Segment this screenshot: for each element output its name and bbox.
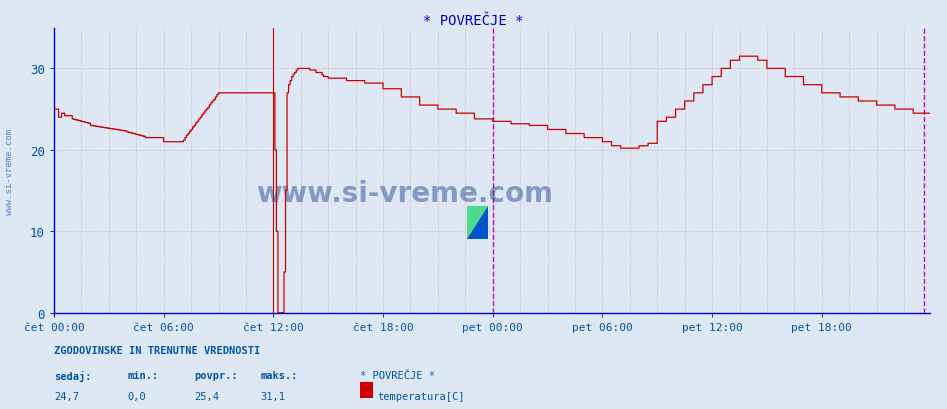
Text: * POVREČJE *: * POVREČJE * (360, 370, 435, 380)
Text: sedaj:: sedaj: (54, 370, 92, 381)
Text: 25,4: 25,4 (194, 391, 219, 400)
Text: ZGODOVINSKE IN TRENUTNE VREDNOSTI: ZGODOVINSKE IN TRENUTNE VREDNOSTI (54, 346, 260, 355)
Text: 24,7: 24,7 (54, 391, 79, 400)
Text: maks.:: maks.: (260, 370, 298, 380)
Text: min.:: min.: (128, 370, 159, 380)
Text: www.si-vreme.com: www.si-vreme.com (256, 180, 553, 207)
Text: povpr.:: povpr.: (194, 370, 238, 380)
Text: * POVREČJE *: * POVREČJE * (423, 14, 524, 28)
Polygon shape (467, 207, 488, 239)
Polygon shape (467, 207, 488, 239)
Text: 31,1: 31,1 (260, 391, 285, 400)
Text: temperatura[C]: temperatura[C] (377, 391, 464, 400)
Text: 0,0: 0,0 (128, 391, 147, 400)
Text: www.si-vreme.com: www.si-vreme.com (5, 129, 14, 215)
